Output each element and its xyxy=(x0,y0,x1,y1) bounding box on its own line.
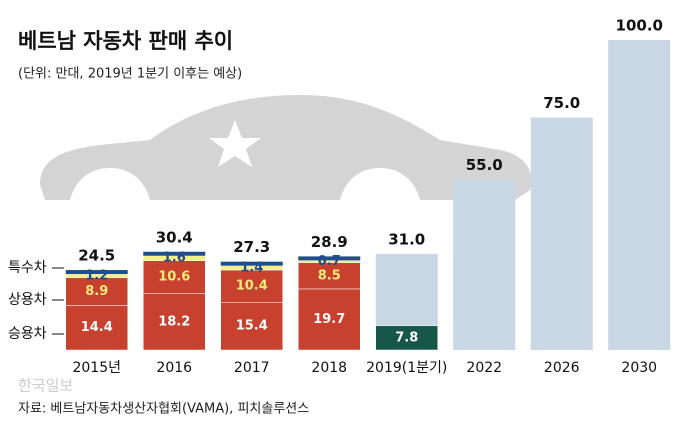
car-silhouette xyxy=(40,95,532,200)
total-label: 100.0 xyxy=(616,17,663,35)
bar-cap xyxy=(220,261,283,266)
x-tick-label: 2015년 xyxy=(72,360,121,376)
x-tick-label: 2016 xyxy=(156,360,192,376)
total-label: 55.0 xyxy=(466,156,503,174)
segment-label: 14.4 xyxy=(81,320,113,335)
chart-title: 베트남 자동차 판매 추이 xyxy=(18,29,233,53)
bar-cap xyxy=(298,256,361,261)
segment-label: 18.2 xyxy=(158,314,190,329)
x-tick-label: 2019(1분기) xyxy=(366,360,447,376)
bar-cap xyxy=(65,270,128,275)
x-tick-label: 2017 xyxy=(234,360,270,376)
bar-segment xyxy=(298,262,361,290)
total-label: 28.9 xyxy=(311,233,348,251)
total-label: 24.5 xyxy=(78,247,115,265)
star-icon xyxy=(209,120,261,167)
segment-label: 10.6 xyxy=(158,270,190,285)
forecast-bar xyxy=(530,117,593,350)
segment-label: 0.7 xyxy=(318,254,341,269)
x-tick-label: 2026 xyxy=(544,360,580,376)
total-label: 27.3 xyxy=(233,238,270,256)
bar-segment xyxy=(65,305,128,351)
segment-label: 8.5 xyxy=(318,268,341,283)
legend-label: 특수차 xyxy=(8,260,47,276)
bar-segment xyxy=(298,288,361,351)
legend-label: 승용차 xyxy=(8,326,47,342)
bar-cap xyxy=(143,251,206,256)
x-tick-label: 2022 xyxy=(466,360,502,376)
segment-label: 15.4 xyxy=(236,319,268,334)
forecast-bar xyxy=(453,179,516,350)
x-tick-label: 2030 xyxy=(621,360,657,376)
bar-segment xyxy=(143,260,206,294)
forecast-bar xyxy=(608,40,671,350)
bar-segment xyxy=(220,302,283,351)
total-label: 31.0 xyxy=(388,230,425,248)
segment-label: 8.9 xyxy=(85,284,108,299)
segment-label: 19.7 xyxy=(313,312,345,327)
total-label: 30.4 xyxy=(156,228,193,246)
segment-label: 10.4 xyxy=(236,279,268,294)
x-tick-label: 2018 xyxy=(311,360,347,376)
bar-segment xyxy=(143,293,206,351)
total-label: 75.0 xyxy=(543,94,580,112)
chart-subtitle: (단위: 만대, 2019년 1분기 이후는 예상) xyxy=(18,67,242,82)
bar-segment xyxy=(220,269,283,303)
segment-label: 7.8 xyxy=(395,330,418,345)
legend-label: 상용차 xyxy=(8,292,47,308)
bar-segment xyxy=(375,325,438,351)
source-note: 자료: 베트남자동차생산자협회(VAMA), 피치솔루션스 xyxy=(18,402,309,417)
watermark: 한국일보 xyxy=(18,377,73,395)
